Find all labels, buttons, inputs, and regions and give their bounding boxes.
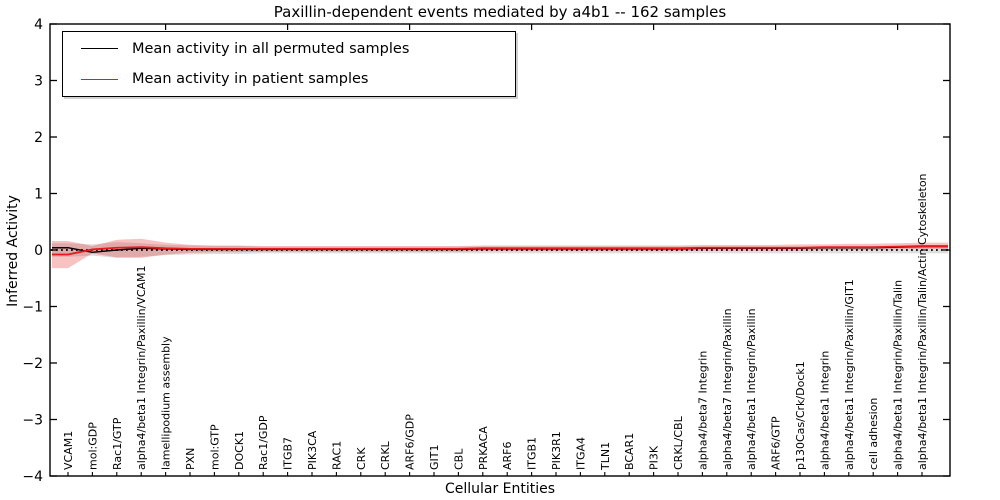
x-tick-label: alpha4/beta1 Integrin/Paxillin/Talin/Act… xyxy=(916,173,929,470)
y-tick-label: 2 xyxy=(34,130,43,146)
x-tick-label: ITGA4 xyxy=(574,437,587,470)
x-tick-label: alpha4/beta7 Integrin xyxy=(696,351,709,470)
permuted-line-sample xyxy=(81,48,118,50)
y-tick-label: 0 xyxy=(34,243,43,259)
x-tick-label: ARF6/GDP xyxy=(404,414,417,470)
x-tick-label: cell adhesion xyxy=(867,398,880,470)
x-tick-label: PIK3CA xyxy=(306,430,319,470)
legend-row-patient: Mean activity in patient samples xyxy=(63,65,515,93)
permuted-std-band xyxy=(52,242,948,258)
x-tick-label: CBL xyxy=(452,448,465,470)
legend-label-patient: Mean activity in patient samples xyxy=(132,71,369,88)
x-tick-label: Rac1/GDP xyxy=(257,415,270,470)
y-tick-label: −2 xyxy=(22,356,43,372)
x-tick-label: TLN1 xyxy=(599,442,612,471)
x-tick-label: ITGB1 xyxy=(526,437,539,470)
x-tick-label: DOCK1 xyxy=(233,431,246,470)
x-tick-label: mol:GDP xyxy=(86,422,99,470)
x-tick-label: VCAM1 xyxy=(62,431,75,470)
x-tick-label: ARF6/GTP xyxy=(770,416,783,470)
x-tick-label: ITGB7 xyxy=(282,437,295,470)
x-tick-label: mol:GTP xyxy=(208,424,221,470)
x-tick-label: CRKL xyxy=(379,440,392,470)
x-tick-label: PIK3R1 xyxy=(550,431,563,470)
x-tick-label: alpha4/beta1 Integrin/Paxillin xyxy=(745,308,758,470)
x-tick-label: PI3K xyxy=(648,445,661,470)
chart-title: Paxillin-dependent events mediated by a4… xyxy=(273,3,727,21)
x-tick-label: CRKL/CBL xyxy=(672,415,685,470)
legend-row-permuted: Mean activity in all permuted samples xyxy=(63,35,515,63)
x-tick-label: PRKACA xyxy=(477,426,490,470)
x-tick-label: alpha4/beta1 Integrin/Paxillin/VCAM1 xyxy=(135,265,148,470)
x-tick-label: alpha4/beta1 Integrin xyxy=(818,351,831,470)
y-tick-label: −1 xyxy=(22,300,43,316)
x-tick-label: ARF6 xyxy=(501,442,514,471)
y-tick-label: 4 xyxy=(34,17,43,33)
legend: Mean activity in all permuted samples Me… xyxy=(62,31,516,97)
patient-std-band xyxy=(52,238,948,269)
x-tick-label: GIT1 xyxy=(428,445,441,471)
x-tick-label: p130Cas/Crk/Dock1 xyxy=(794,361,807,470)
x-axis-label: Cellular Entities xyxy=(444,481,556,497)
x-tick-label: Rac1/GTP xyxy=(111,417,124,470)
patient-mean-line xyxy=(52,245,948,256)
legend-label-permuted: Mean activity in all permuted samples xyxy=(132,40,410,57)
x-tick-label: lamellipodium assembly xyxy=(160,336,173,470)
patient-line-sample xyxy=(81,78,118,80)
x-tick-label: CRK xyxy=(355,447,368,470)
x-tick-label: alpha4/beta1 Integrin/Paxillin/Talin xyxy=(892,280,905,470)
x-tick-label: alpha4/beta1 Integrin/Paxillin/GIT1 xyxy=(843,279,856,470)
x-tick-label: BCAR1 xyxy=(623,433,636,470)
y-tick-label: 3 xyxy=(34,74,43,90)
y-tick-label: −4 xyxy=(22,469,43,485)
x-tick-label: PXN xyxy=(184,448,197,470)
y-tick-label: −3 xyxy=(22,413,43,429)
x-tick-label: RAC1 xyxy=(330,441,343,470)
x-tick-label: alpha4/beta7 Integrin/Paxillin xyxy=(721,308,734,470)
y-tick-label: 1 xyxy=(34,187,43,203)
